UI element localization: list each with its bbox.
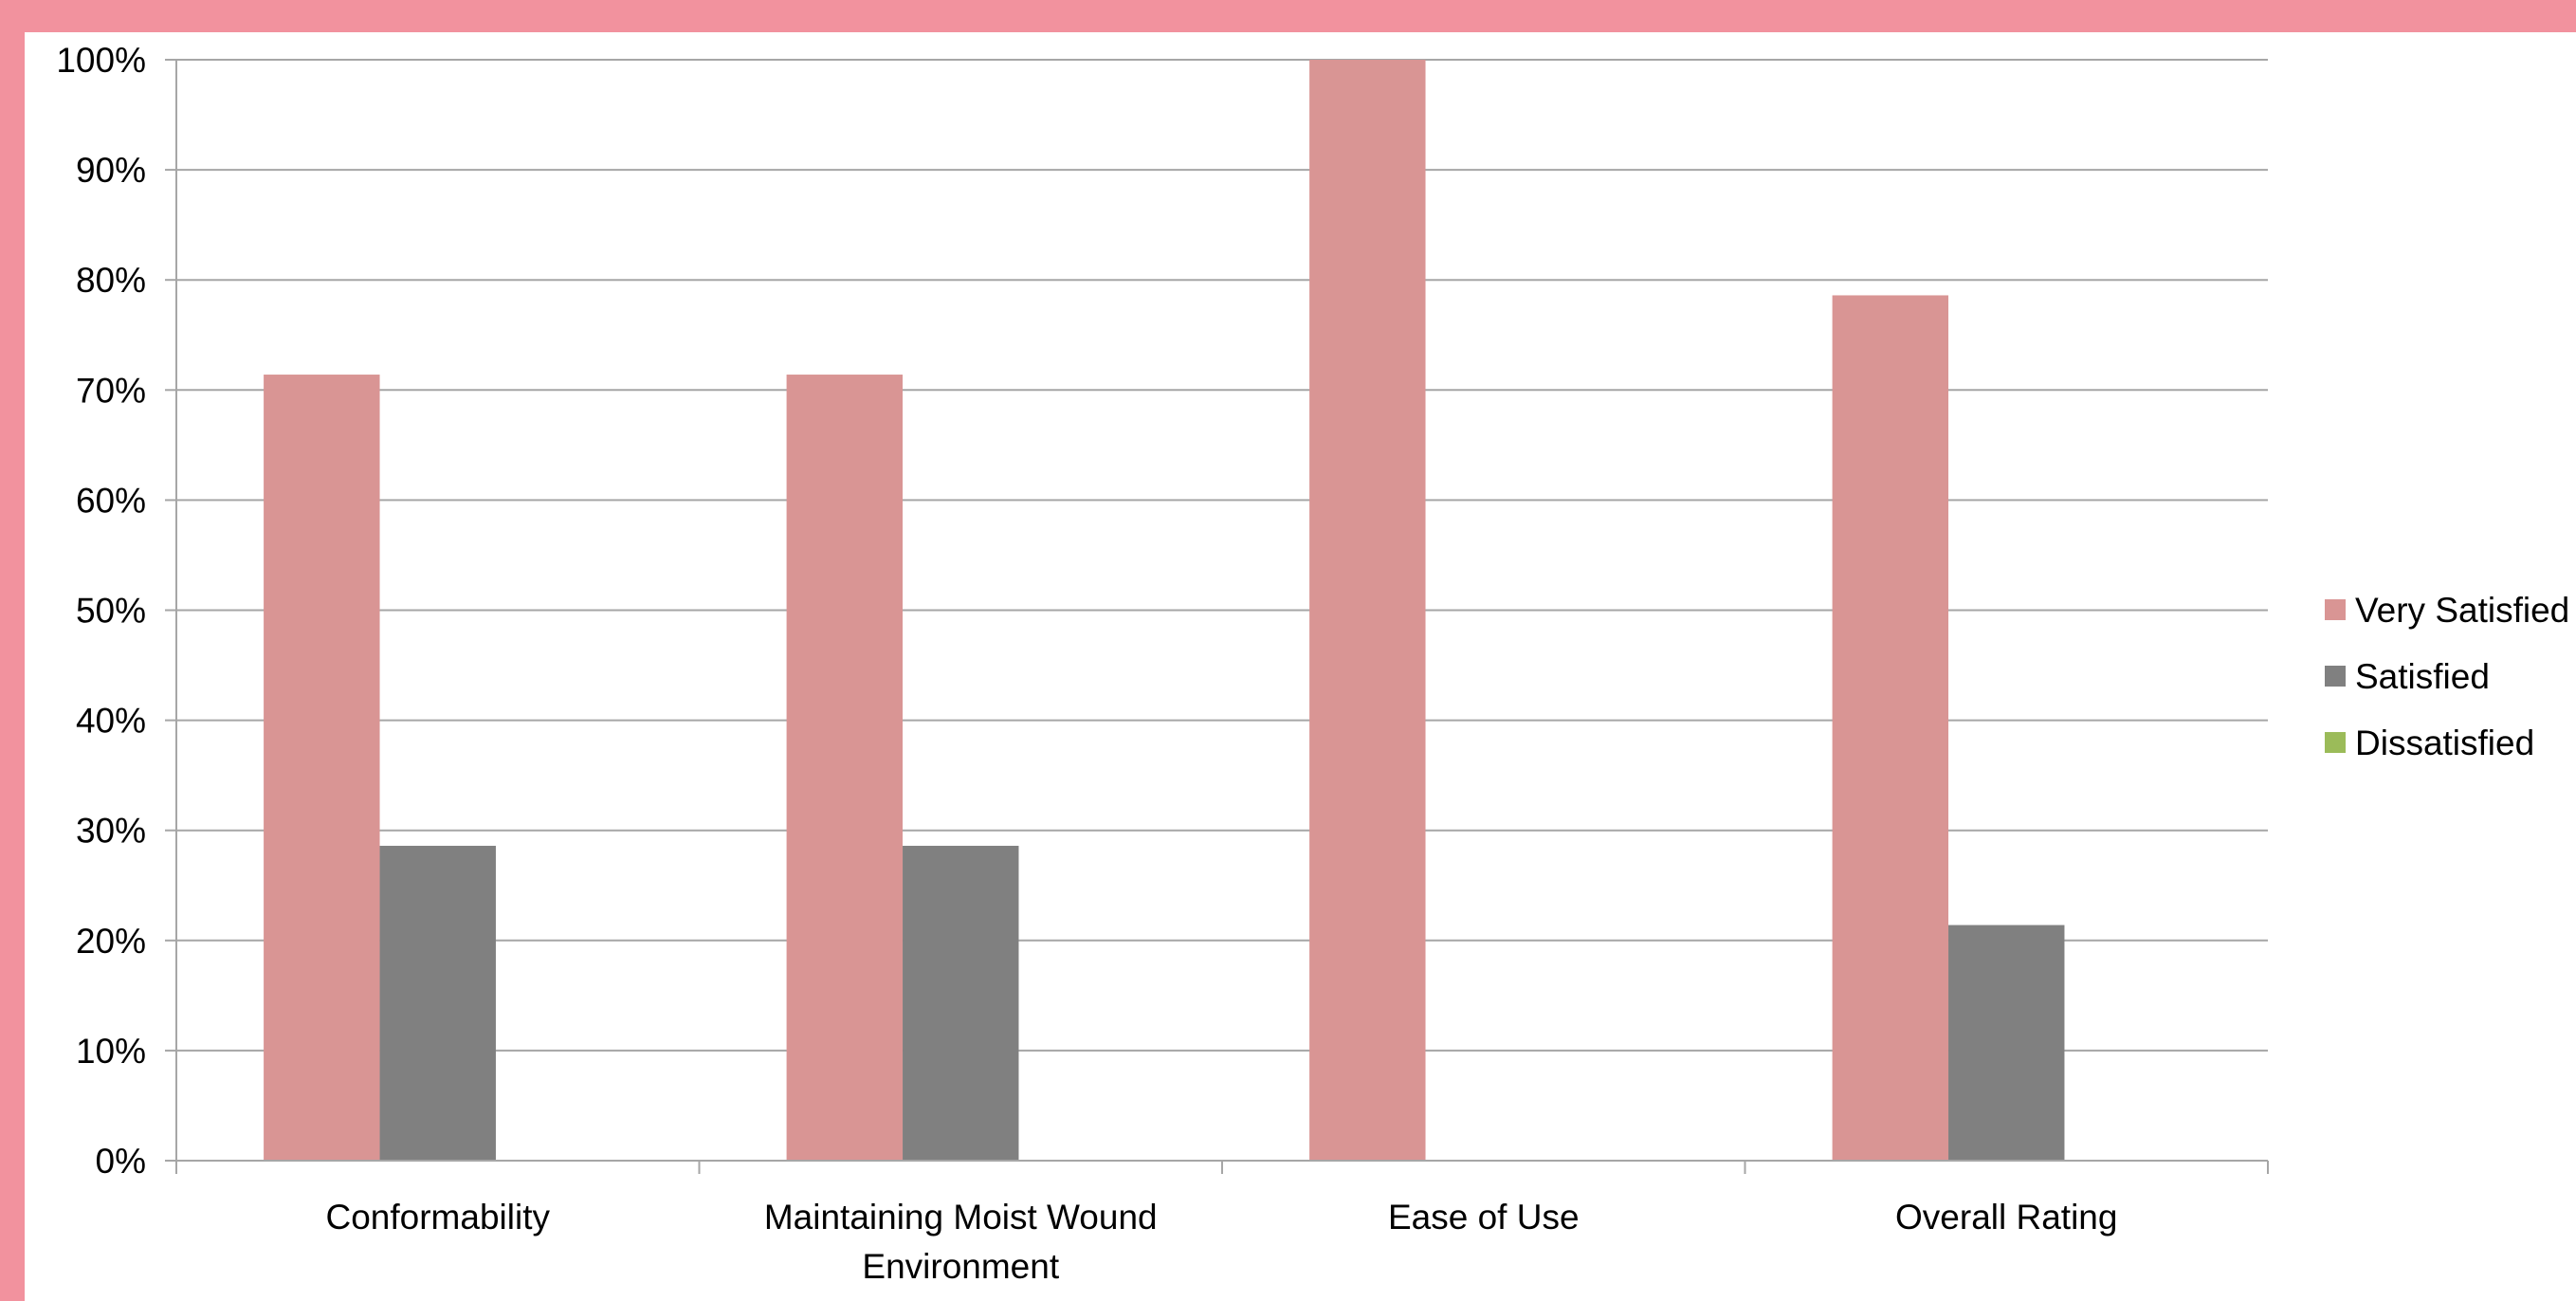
y-tick-label: 30%	[76, 812, 146, 851]
y-tick-label: 40%	[76, 702, 146, 741]
bar-satisfied-3	[1948, 925, 2065, 1161]
x-tick-label: Maintaining Moist Wound	[764, 1198, 1158, 1237]
x-tick-label: Environment	[862, 1247, 1059, 1286]
bars	[264, 60, 2065, 1162]
bar-very-satisfied-3	[1832, 295, 1949, 1162]
y-tick-label: 90%	[76, 151, 146, 190]
bar-very-satisfied-2	[1309, 60, 1426, 1161]
y-tick-label: 70%	[76, 371, 146, 410]
y-tick-label: 10%	[76, 1032, 146, 1071]
y-tick-label: 50%	[76, 592, 146, 631]
y-tick-label: 100%	[56, 41, 146, 80]
bar-very-satisfied-1	[786, 375, 904, 1161]
x-tick-label: Overall Rating	[1895, 1198, 2117, 1237]
legend-label-dissatisfied: Dissatisfied	[2355, 724, 2534, 762]
x-tick-label: Conformability	[326, 1198, 551, 1237]
bar-very-satisfied-0	[264, 375, 380, 1161]
bar-satisfied-1	[903, 845, 1019, 1161]
x-tick-label: Ease of Use	[1388, 1198, 1580, 1237]
legend-label-very-satisfied: Very Satisfied	[2355, 591, 2569, 630]
y-tick-label: 20%	[76, 922, 146, 961]
y-tick-label: 0%	[96, 1142, 146, 1181]
axes: 0% 10% 20% 30% 40% 50% 60% 70% 80% 90% 100% Conform…	[56, 41, 2269, 1286]
y-tick-label: 60%	[76, 481, 146, 520]
legend-swatch-very-satisfied	[2325, 599, 2346, 620]
y-tick-label: 80%	[76, 261, 146, 300]
legend-swatch-dissatisfied	[2325, 732, 2346, 753]
legend-label-satisfied: Satisfied	[2355, 657, 2490, 696]
legend-swatch-satisfied	[2325, 666, 2346, 687]
legend: Very Satisfied Satisfied Dissatisfied	[2325, 591, 2569, 762]
bar-satisfied-0	[379, 845, 496, 1161]
